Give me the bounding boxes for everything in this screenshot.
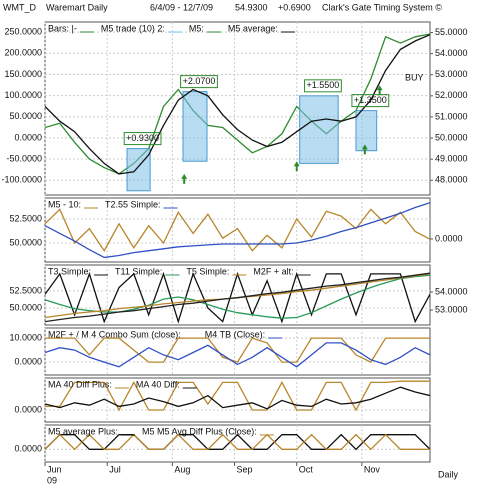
system-name: Clark's Gate Timing System © (322, 2, 442, 12)
trade-box (126, 148, 151, 192)
period-label: Daily (438, 469, 459, 479)
panel-frame (44, 197, 431, 263)
y2-tick-label: 48.0000 (435, 175, 468, 185)
legend-label: M5 M5 Avg Diff Plus (Close): (142, 426, 257, 436)
trade-label: +2.0700 (183, 76, 216, 86)
legend-label: T11 Simple: (115, 266, 162, 276)
x-tick-label: Oct (299, 464, 314, 474)
legend-label: M2F + / M 4 Combo Sum (close): (48, 329, 181, 339)
y-tick-label: 100.0000 (4, 90, 42, 100)
legend-label: T5 Simple: (186, 266, 229, 276)
y-tick-label: 52.5000 (9, 213, 42, 223)
plot-area (45, 433, 430, 451)
x-tick-label: Aug (174, 464, 190, 474)
panel-frame (44, 327, 431, 376)
trade-label-box (180, 75, 218, 89)
y-tick-label: 250.0000 (4, 27, 42, 37)
y-tick-label: 0.0000 (14, 444, 42, 454)
series-line (45, 433, 430, 451)
trade-label: +0.9300 (126, 133, 159, 143)
legend-label: M2F + alt: (253, 266, 293, 276)
legend-label: M4 TB (Close): (205, 329, 265, 339)
y-tick-label: 50.0000 (9, 302, 42, 312)
x-tick-label: Jun (47, 464, 62, 474)
plot-area (45, 380, 430, 412)
signal-arrow (376, 85, 383, 96)
series-line (45, 274, 430, 319)
legend-label: M5: (189, 23, 204, 33)
x-tick-label: Nov (364, 464, 381, 474)
series-line (45, 380, 430, 412)
y2-tick-label: 53.0000 (435, 69, 468, 79)
symbol: WMT_D (3, 2, 36, 12)
plot-area (45, 271, 430, 324)
series-line (45, 33, 430, 175)
legend-label: M5 average Plus: (48, 426, 118, 436)
y2-tick-label: 54.0000 (435, 48, 468, 58)
legend-label: M5 trade (10) 2: (101, 23, 165, 33)
series-line (45, 272, 430, 323)
y2-tick-label: 50.0000 (435, 132, 468, 142)
trade-label-box (304, 79, 342, 93)
legend-label: T2.55 Simple: (105, 199, 161, 209)
legend-label: T3 Simple: (48, 266, 91, 276)
trade-box (299, 95, 339, 164)
series-line (45, 34, 430, 175)
plot-area (45, 202, 430, 259)
y2-tick-label: 52.0000 (435, 90, 468, 100)
y-tick-label: 0.0000 (14, 356, 42, 366)
y-tick-label: 10.0000 (9, 332, 42, 342)
signal-arrow (361, 144, 368, 155)
y2-tick-label: 49.0000 (435, 154, 468, 164)
series-line (45, 386, 430, 410)
instrument-name: Waremart Daily (46, 2, 108, 12)
signal-arrow (181, 173, 188, 184)
y-tick-label: 200.0000 (4, 48, 42, 58)
legend-label: MA 40 Diff Plus: (48, 379, 112, 389)
trade-label: +1.3500 (354, 95, 387, 105)
x-tick-label: Sep (237, 464, 253, 474)
plot-area (45, 33, 430, 192)
legend-label: M5 average: (228, 23, 278, 33)
y-tick-label: 0.0000 (14, 132, 42, 142)
series-line (45, 202, 430, 259)
trade-label-box (123, 132, 162, 146)
date-range: 6/4/09 - 12/7/09 (150, 2, 213, 12)
panel-frame (44, 21, 431, 196)
y-tick-label: 50.0000 (9, 237, 42, 247)
series-line (45, 208, 430, 252)
x-tick-label: Jul (109, 464, 121, 474)
series-line (45, 433, 430, 451)
y-tick-label: 50.0000 (9, 111, 42, 121)
y-tick-label: 150.0000 (4, 69, 42, 79)
signal-arrow (293, 161, 300, 172)
y2-tick-label: 0.0000 (435, 233, 463, 243)
signal-label: BUY (405, 72, 424, 82)
y-tick-label: -50.0000 (6, 153, 42, 163)
y-tick-label: 0.0000 (14, 404, 42, 414)
y2-tick-label: 51.0000 (435, 111, 468, 121)
legend-label: M5 - 10: (48, 199, 81, 209)
series-line (45, 337, 430, 363)
year-label: 09 (47, 475, 57, 485)
legend-label: Bars: |- (48, 23, 77, 33)
y2-tick-label: 53.0000 (435, 304, 468, 314)
y-tick-label: -100.0000 (1, 175, 42, 185)
trade-box (355, 110, 378, 152)
trade-box (182, 91, 208, 162)
price-change: +0.6900 (278, 2, 311, 12)
last-price: 54.9300 (235, 2, 268, 12)
y-tick-label: 52.5000 (9, 285, 42, 295)
trade-label-box (351, 94, 390, 108)
trade-label: +1.5500 (307, 80, 340, 90)
y2-tick-label: 55.0000 (435, 27, 468, 37)
legend-label: MA 40 Diff: (136, 379, 180, 389)
series-line (45, 342, 430, 368)
plot-area (45, 337, 430, 368)
y2-tick-label: 54.0000 (435, 286, 468, 296)
